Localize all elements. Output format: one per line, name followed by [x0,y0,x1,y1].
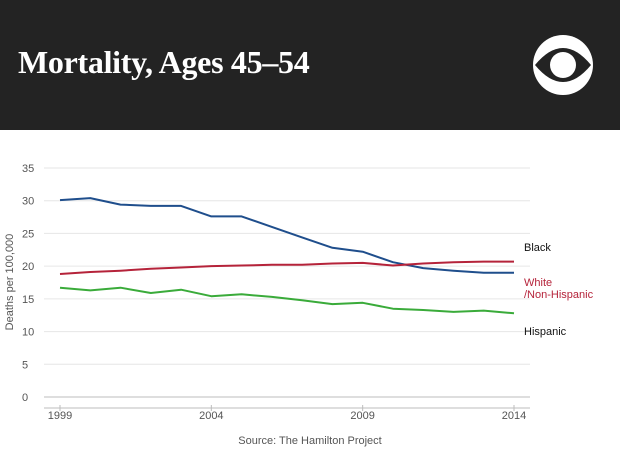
y-tick-label: 35 [22,163,34,175]
y-tick-label: 25 [22,228,34,240]
series-labels: Black White/Non-Hispanic Hispanic [524,242,594,338]
x-tick-label: 2014 [502,410,526,422]
y-tick-label: 5 [22,359,28,371]
series-lines [59,197,515,315]
series-label-hispanic: Hispanic [524,326,567,338]
series-line-black [59,197,514,274]
y-tick-label: 20 [22,261,34,273]
x-tick-label: 2004 [199,410,223,422]
y-axis-ticks: 0 5 10 15 20 25 30 35 [22,163,34,404]
grid-lines [44,167,530,398]
x-tick-label: 1999 [48,410,72,422]
series-label-white-non-hispanic: White [524,277,552,289]
x-tick-label: 2009 [350,410,374,422]
series-line-hispanic [59,286,515,315]
source-note: Source: The Hamilton Project [238,435,382,447]
series-line-white-non-hispanic [59,260,514,275]
x-axis-ticks: 1999 2004 2009 2014 [44,405,530,422]
y-tick-label: 0 [22,392,28,404]
y-tick-label: 15 [22,294,34,306]
y-tick-label: 10 [22,327,34,339]
header-banner: Mortality, Ages 45–54 [0,0,620,130]
y-axis-label: Deaths per 100,000 [4,233,16,331]
chart-title: Mortality, Ages 45–54 [18,44,310,80]
series-label-black: Black [524,242,551,254]
series-label-white-non-hispanic: /Non-Hispanic [524,289,594,301]
line-chart: 0 5 10 15 20 25 30 35 1999 2004 2009 2014 Black Whi… [22,163,594,422]
cbs-eye-logo-icon [533,35,593,95]
y-tick-label: 30 [22,196,34,208]
